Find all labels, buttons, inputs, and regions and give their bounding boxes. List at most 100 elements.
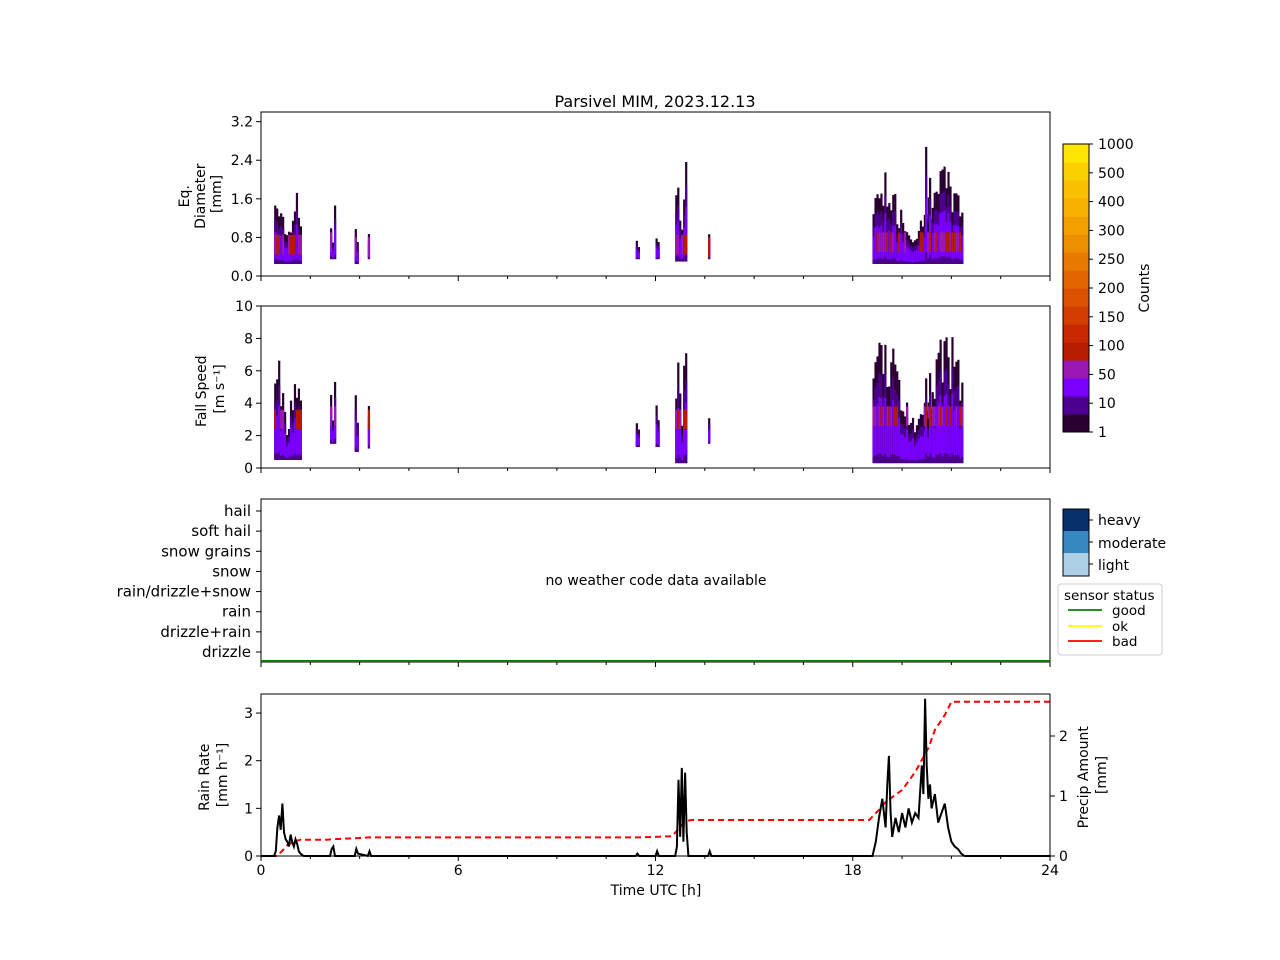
heatmap-cell — [894, 408, 897, 456]
x-tick-label: 18 — [844, 863, 862, 879]
fallspeed-ylabel: Fall Speed [m s⁻¹] — [194, 351, 228, 427]
heatmap-cell — [884, 398, 887, 454]
heatmap-cell — [282, 423, 285, 455]
fallspeed-panel: 0 2 4 6 8 10 Fall Speed [m s⁻¹] — [194, 299, 1051, 477]
precip-ylabel: Precip Amount [mm] — [1076, 722, 1110, 829]
heatmap-cell — [274, 409, 277, 430]
heatmap-cell — [297, 234, 301, 255]
heatmap-cell — [941, 418, 944, 457]
y-tick-label: 4 — [244, 396, 253, 412]
heatmap-cell — [923, 429, 926, 459]
y-tick-label: 2 — [244, 429, 253, 445]
heatmap-cell — [274, 417, 277, 454]
heatmap-cell — [959, 406, 962, 426]
heatmap-cell — [677, 234, 680, 255]
colorbar-label: Counts — [1137, 264, 1153, 313]
heatmap-cell — [921, 243, 924, 261]
heatmap-cell — [933, 232, 936, 253]
fallspeed-yticks: 0 2 4 6 8 10 — [235, 299, 261, 477]
heatmap-cell — [888, 420, 891, 458]
heatmap-cell — [935, 406, 938, 455]
heatmap-cell — [282, 234, 285, 255]
fallspeed-heatmap — [274, 337, 964, 464]
heatmap-cell — [282, 409, 285, 430]
heatmap-cell — [872, 406, 875, 426]
heatmap-cell — [900, 234, 903, 260]
heatmap-cell — [635, 433, 638, 446]
colorbar-cell — [1063, 396, 1089, 415]
heatmap-cell — [933, 427, 936, 458]
colorbar-tick-label: 100 — [1098, 339, 1125, 355]
heatmap-cell — [657, 432, 660, 445]
colorbar-cell — [1063, 414, 1089, 433]
heatmap-cell — [289, 427, 293, 456]
precip-yticks: 0 1 2 — [1050, 729, 1068, 865]
heatmap-cell — [285, 446, 289, 458]
heatmap-cell — [941, 406, 944, 426]
y-tick-label: 8 — [244, 331, 253, 347]
heatmap-cell — [923, 236, 926, 261]
colorbar-cell — [1063, 306, 1089, 325]
no-data-annotation: no weather code data available — [545, 573, 766, 589]
heatmap-cell — [961, 406, 964, 426]
heatmap-cell — [683, 234, 686, 255]
heatmap-cell — [898, 417, 901, 457]
y-tick-label: 3 — [244, 706, 253, 722]
heatmap-cell — [902, 241, 905, 261]
heatmap-cell — [892, 232, 895, 253]
heatmap-cell — [941, 232, 944, 253]
heatmap-cell — [904, 437, 907, 460]
heatmap-cell — [900, 434, 903, 459]
heatmap-cell — [880, 398, 883, 454]
y-tick-label: 0.8 — [231, 230, 253, 246]
colorbar-cell — [1063, 234, 1089, 253]
heatmap-cell — [882, 232, 885, 253]
y-tick-label: 0.0 — [231, 269, 253, 285]
heatmap-cell — [886, 232, 889, 253]
heatmap-cell — [917, 245, 921, 262]
heatmap-cell — [933, 406, 936, 426]
intensity-light-label: light — [1098, 558, 1130, 574]
heatmap-cell — [291, 432, 295, 456]
weathercode-label: drizzle+rain — [160, 623, 251, 641]
status-legend-title: sensor status — [1064, 588, 1155, 604]
colorbar-cell — [1063, 270, 1089, 289]
weathercode-yticks: drizzle drizzle+rain rain rain/drizzle+snow… — [117, 502, 261, 661]
heatmap-cell — [904, 245, 907, 262]
intensity-heavy-swatch — [1063, 509, 1089, 531]
heatmap-cell — [955, 406, 958, 426]
colorbar-tick-label: 300 — [1098, 223, 1125, 239]
colorbar-cells — [1063, 144, 1089, 433]
intensity-light-swatch — [1063, 553, 1089, 576]
sensor-status-legend: sensor status good ok bad — [1057, 583, 1163, 656]
heatmap-cell — [907, 442, 911, 461]
heatmap-cell — [945, 406, 948, 426]
heatmap-cell — [959, 428, 962, 459]
heatmap-cell — [888, 230, 891, 260]
heatmap-cell — [679, 239, 682, 259]
heatmap-cell — [896, 406, 899, 426]
heatmap-cell — [919, 436, 923, 460]
heatmap-cell — [943, 232, 946, 253]
heatmap-cell — [927, 232, 930, 253]
heatmap-cell — [876, 232, 879, 253]
heatmap-cell — [931, 233, 934, 260]
heatmap-cell — [888, 406, 891, 426]
heatmap-cell — [708, 429, 711, 442]
heatmap-cell — [904, 232, 907, 253]
heatmap-cell — [882, 414, 885, 457]
diameter-ylabel: Eq. Diameter [mm] — [177, 159, 225, 229]
heatmap-cell — [299, 409, 302, 430]
heatmap-cell — [949, 422, 952, 458]
weathercode-label: rain/drizzle+snow — [117, 583, 251, 601]
diameter-panel: 0.0 0.8 1.6 2.4 3.2 Eq. Diameter [mm] — [177, 111, 1051, 285]
heatmap-cell — [293, 234, 297, 255]
heatmap-cell — [683, 409, 686, 430]
heatmap-cell — [939, 232, 942, 253]
heatmap-cell — [898, 244, 901, 262]
heatmap-cell — [906, 406, 909, 426]
heatmap-cell — [679, 424, 682, 458]
weathercode-label: drizzle — [202, 643, 251, 661]
heatmap-cell — [677, 407, 680, 456]
